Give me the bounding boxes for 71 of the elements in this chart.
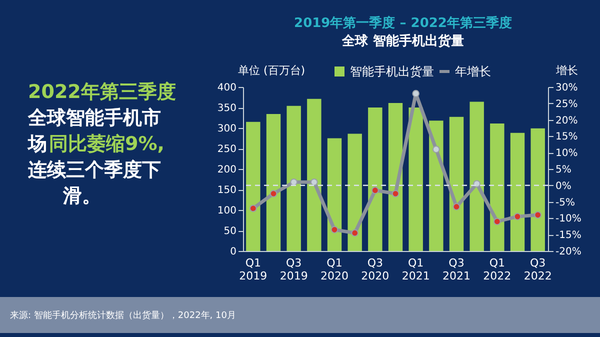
x-tick-label: Q3 2022 (524, 256, 552, 282)
y-tick-label: 300 (217, 124, 236, 134)
point (310, 178, 318, 186)
bar (530, 128, 545, 251)
bar (429, 120, 444, 251)
y2-tick-label: 25% (556, 98, 578, 110)
bar (490, 123, 504, 251)
y2-tick-label: 10% (556, 148, 578, 160)
bar (510, 132, 525, 251)
chart-subtitle: 全球 智能手机出货量 (341, 33, 464, 49)
bar (470, 102, 484, 251)
y-tick-label: 200 (217, 164, 236, 176)
text: 同比萎缩9%, (49, 133, 164, 155)
y-tick-label: 400 (217, 82, 236, 94)
point (290, 178, 298, 186)
bar (307, 98, 322, 251)
y2-tick-label: 20% (556, 115, 578, 126)
x-tick-label: Q1 2019 (239, 256, 268, 282)
x-tick-label: Q1 2022 (483, 256, 512, 282)
y2-tick-label: -15% (556, 230, 582, 242)
bar (266, 114, 281, 251)
x-tick-label: Q1 2020 (320, 256, 348, 282)
y2-tick-label: -10% (556, 214, 582, 225)
x-tick-label: Q3 2021 (442, 256, 470, 282)
point (452, 203, 460, 210)
y2-tick-label: -5% (556, 197, 575, 208)
y-tick-label: 250 (217, 144, 236, 155)
x-tick-label: Q3 2020 (361, 256, 390, 282)
y-tick-label: 50 (224, 226, 236, 237)
y2-tick-label: 15% (556, 132, 578, 143)
point (534, 211, 542, 219)
source-note: 来源: 智能手机分析统计数据（出货量），2022年, 10月 (10, 310, 236, 321)
point (473, 180, 480, 188)
point (270, 190, 278, 198)
bar (449, 116, 464, 251)
bar (408, 108, 423, 251)
point (514, 212, 522, 220)
bar (348, 134, 362, 251)
point (250, 204, 257, 212)
bar (246, 122, 260, 251)
x-tick-label: Q1 2021 (402, 256, 430, 282)
y2-tick-label: 5% (556, 164, 572, 176)
legend-label: 年增长 (455, 64, 491, 78)
y-tick-label: 100 (217, 206, 236, 216)
y-axis-title: 单位 (百万台) (238, 64, 306, 77)
point (392, 190, 400, 198)
bar (286, 106, 301, 251)
y-tick-label: 350 (217, 103, 236, 114)
text: 连续三个季度下 (27, 159, 161, 181)
chart-title: 2019年第一季度 – 2022年第三季度 (294, 15, 512, 31)
point (412, 90, 420, 98)
text: 2022年第三季度 (28, 81, 176, 103)
bar (327, 138, 342, 251)
text: 场 (27, 133, 47, 155)
point (351, 229, 358, 237)
legend-label: 智能手机出货量 (350, 64, 434, 78)
y2-tick-label: 30% (556, 82, 578, 94)
text: 滑。 (62, 185, 101, 207)
point (432, 146, 440, 153)
point (330, 226, 338, 234)
y2-axis-title: 增长 (555, 64, 578, 77)
y-tick-label: 150 (217, 185, 236, 196)
point (372, 186, 379, 194)
text: 全球智能手机市 (27, 107, 161, 129)
point (494, 218, 501, 226)
x-tick-label: Q3 2019 (280, 256, 308, 282)
bar (388, 102, 403, 251)
y2-tick-label: -20% (556, 246, 582, 258)
bar (368, 108, 382, 251)
y2-tick-label: 0% (556, 180, 572, 192)
y-tick-label: 0 (230, 246, 236, 258)
